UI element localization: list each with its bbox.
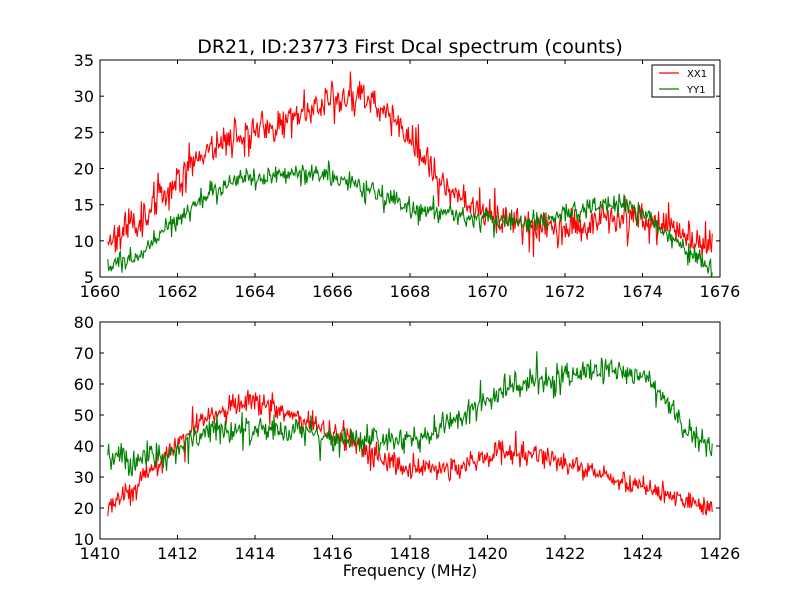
legend-label-yy1: YY1	[686, 85, 706, 96]
series-line-series-2	[107, 351, 713, 477]
y-tick-label: 20	[74, 160, 94, 179]
x-tick-label: 1420	[467, 544, 508, 563]
x-tick-label: 1424	[622, 544, 663, 563]
x-axis-label: Frequency (MHz)	[343, 561, 477, 580]
x-tick-label: 1412	[157, 544, 198, 563]
y-tick-label: 60	[74, 375, 94, 394]
x-tick-label: 1426	[700, 544, 741, 563]
series-line-xx1	[107, 71, 713, 258]
chart-title: DR21, ID:23773 First Dcal spectrum (coun…	[197, 36, 623, 58]
y-tick-label: 10	[74, 232, 94, 251]
y-tick-label: 10	[74, 530, 94, 549]
series-line-yy1	[107, 160, 713, 277]
y-tick-label: 70	[74, 344, 94, 363]
x-tick-label: 1422	[545, 544, 586, 563]
y-tick-label: 30	[74, 87, 94, 106]
x-tick-label: 1414	[235, 544, 276, 563]
x-tick-label: 1666	[312, 282, 353, 301]
bottom-axes-frame	[99, 321, 721, 540]
bottom-axis-ticks: 1410 1412 1414 1416 1418 1420 1422 1424 1426 10 20…	[74, 313, 741, 563]
y-tick-label: 30	[74, 468, 94, 487]
x-tick-label: 1410	[80, 544, 121, 563]
x-tick-label: 1674	[622, 282, 663, 301]
top-plot-area	[107, 71, 713, 277]
x-tick-label: 1660	[80, 282, 121, 301]
x-tick-label: 1662	[157, 282, 198, 301]
y-tick-label: 5	[84, 268, 94, 287]
legend-label-xx1: XX1	[687, 69, 707, 80]
legend-box	[651, 64, 715, 98]
y-tick-label: 25	[74, 123, 94, 142]
bottom-plot-area	[107, 351, 713, 517]
y-tick-label: 35	[74, 51, 94, 70]
x-tick-label: 1676	[700, 282, 741, 301]
x-tick-label: 1416	[312, 544, 353, 563]
y-tick-label: 80	[74, 313, 94, 332]
y-tick-label: 20	[74, 499, 94, 518]
y-tick-label: 50	[74, 406, 94, 425]
x-tick-label: 1668	[390, 282, 431, 301]
x-tick-label: 1664	[235, 282, 276, 301]
top-axes-frame	[99, 59, 721, 278]
bottom-panel: 1410 1412 1414 1416 1418 1420 1422 1424 1426 10 20…	[74, 313, 741, 580]
series-line-series-1	[107, 389, 713, 517]
top-panel: DR21, ID:23773 First Dcal spectrum (coun…	[74, 36, 741, 301]
top-legend: XX1 YY1	[651, 64, 715, 98]
x-tick-label: 1418	[390, 544, 431, 563]
top-axis-ticks: 1660 1662 1664 1666 1668 1670 1672 1674 1676 5 10 1…	[74, 51, 741, 301]
y-tick-label: 15	[74, 196, 94, 215]
x-tick-label: 1670	[467, 282, 508, 301]
y-tick-label: 40	[74, 437, 94, 456]
x-tick-label: 1672	[545, 282, 586, 301]
